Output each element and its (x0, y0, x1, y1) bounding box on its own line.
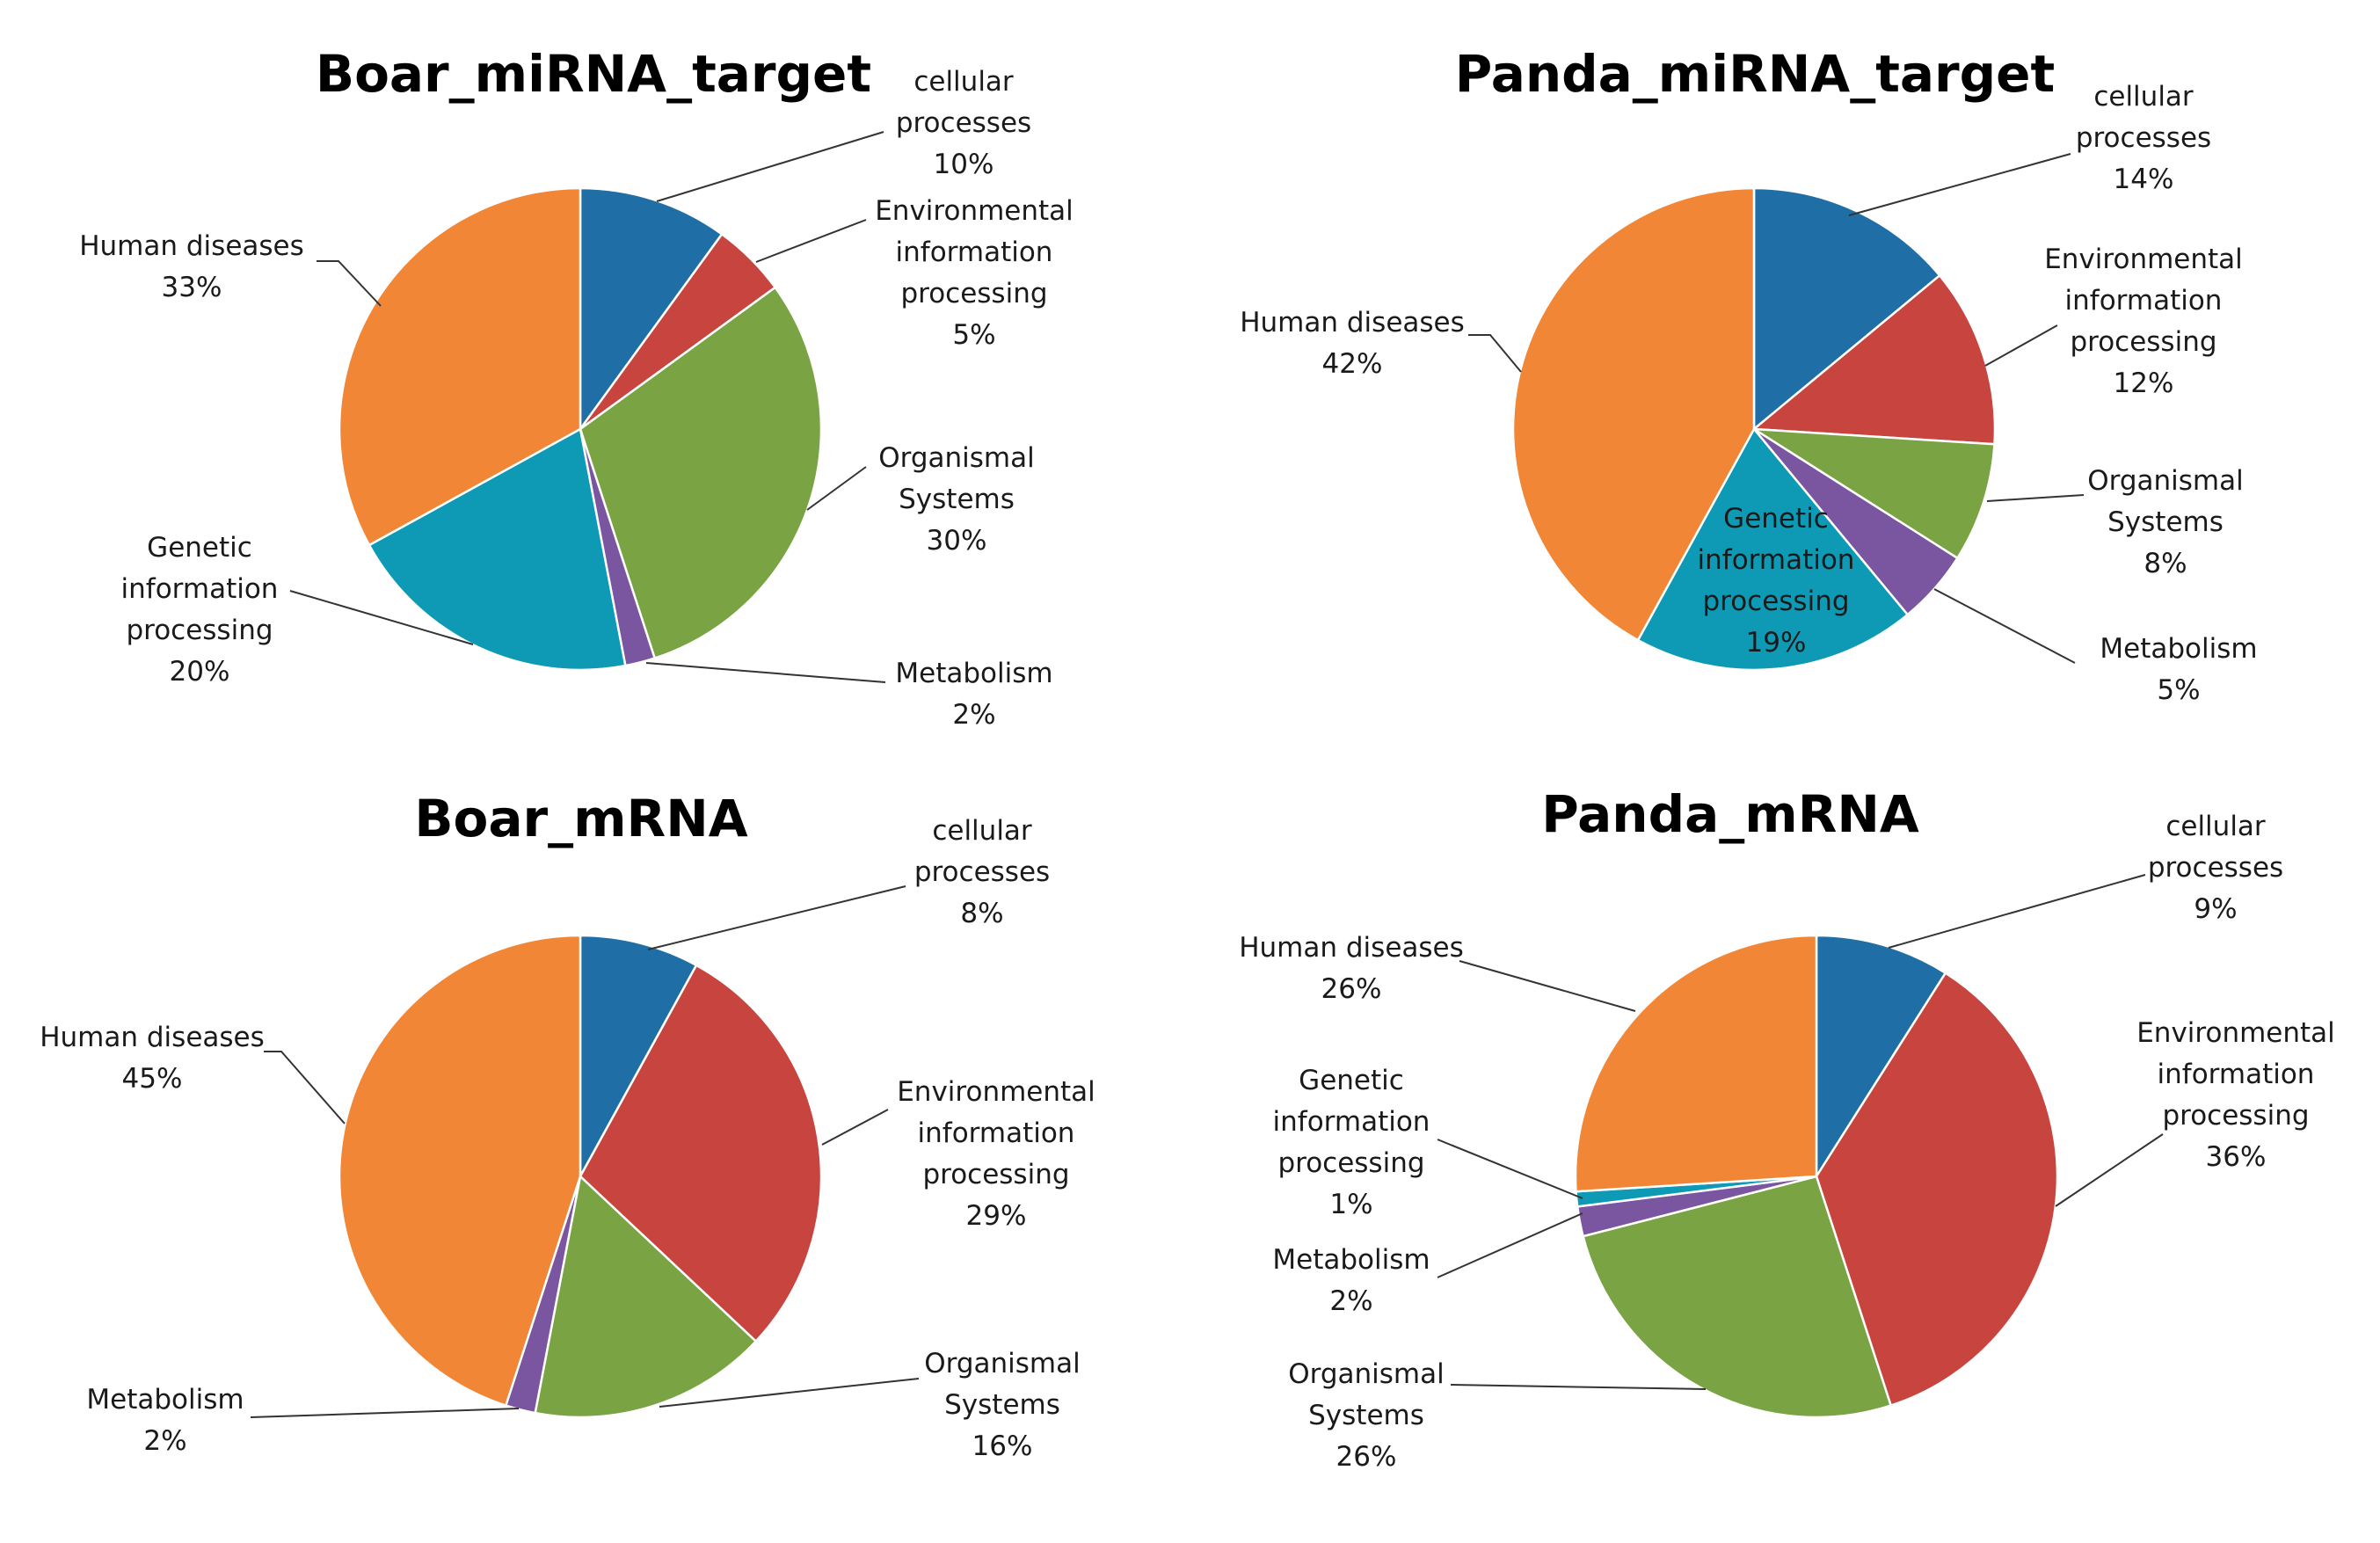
pie-slice-boar-mirna-target-genetic-information-processing (368, 427, 627, 672)
data-label-value: 19% (1746, 627, 1807, 659)
data-label-environmental-information-processing: Environmental information processing 29% (897, 1076, 1095, 1232)
data-label-value: 14% (2114, 164, 2174, 195)
leader-line (755, 219, 867, 263)
leader-line (1848, 153, 2071, 216)
data-label-human-diseases: Human diseases 45% (40, 1022, 265, 1095)
data-label-value: 10% (934, 149, 994, 180)
chart-title-panda-mirna-target: Panda_miRNA_target (1455, 44, 2056, 104)
data-label-genetic-information-processing: Genetic information processing 1% (1273, 1065, 1430, 1220)
data-label-cellular-processes: cellular processes 9% (2148, 811, 2283, 925)
data-label-value: 9% (2194, 893, 2237, 925)
data-label-genetic-information-processing: Genetic information processing 19% (1698, 503, 1855, 659)
pie-slice-boar-mrna-organismal-systems (534, 1174, 758, 1419)
leader-line (645, 662, 886, 683)
chart-title-boar-mirna-target: Boar_miRNA_target (316, 44, 871, 104)
pie-slice-panda-mirna-target-organismal-systems (1753, 427, 1996, 560)
pie-slice-panda-mrna-cellular-processes (1815, 934, 1947, 1181)
leader-line (2055, 1133, 2164, 1207)
data-label-value: 8% (960, 898, 1003, 929)
leader-line (1986, 494, 2085, 502)
leader-line (1437, 1212, 1583, 1278)
pie-slice-panda-mrna-human-diseases (1574, 934, 1818, 1193)
data-label-value: 2% (143, 1425, 186, 1457)
data-label-value: 5% (2157, 674, 2200, 706)
data-label-environmental-information-processing: Environmental information processing 5% (875, 195, 1074, 351)
data-label-value: 16% (972, 1430, 1033, 1462)
pie-slice-panda-mirna-target-genetic-information-processing (1636, 426, 1910, 672)
data-label-organismal-systems: Organismal Systems 8% (2087, 465, 2244, 579)
data-label-value: 2% (1329, 1285, 1372, 1317)
data-label-cellular-processes: cellular processes 10% (896, 66, 1031, 180)
pie-slice-boar-mirna-target-cellular-processes (579, 186, 724, 433)
leader-line (317, 260, 382, 307)
leader-line (1437, 1139, 1583, 1199)
pie-slice-panda-mirna-target-human-diseases (1511, 186, 1756, 642)
data-label-human-diseases: Human diseases 33% (79, 230, 304, 303)
leader-line (264, 1051, 346, 1124)
pie-slice-boar-mirna-target-human-diseases (338, 186, 582, 547)
leader-line (1888, 874, 2146, 949)
data-label-human-diseases: Human diseases 42% (1240, 307, 1465, 380)
data-label-organismal-systems: Organismal Systems 30% (878, 442, 1035, 557)
pie-slice-panda-mirna-target-cellular-processes (1752, 186, 1941, 432)
data-label-organismal-systems: Organismal Systems 16% (924, 1348, 1081, 1462)
pie-slice-panda-mirna-target-environmental-information-processing (1750, 273, 1997, 446)
data-label-value: 26% (1321, 973, 1382, 1005)
leader-line (289, 590, 474, 645)
data-label-environmental-information-processing: Environmental information processing 36% (2136, 1017, 2335, 1173)
data-label-value: 5% (952, 319, 995, 351)
data-label-human-diseases: Human diseases 26% (1239, 932, 1464, 1005)
leader-line (1450, 1384, 1707, 1390)
chart-title-panda-mrna: Panda_mRNA (1541, 784, 1919, 844)
data-label-organismal-systems: Organismal Systems 26% (1288, 1358, 1445, 1473)
pie-slice-boar-mrna-human-diseases (338, 934, 582, 1408)
pie-slice-boar-mrna-cellular-processes (579, 934, 698, 1177)
pie-slice-panda-mrna-organismal-systems (1582, 1175, 1893, 1419)
data-label-cellular-processes: cellular processes 8% (914, 815, 1050, 929)
leader-line (656, 131, 884, 202)
leader-line (250, 1408, 520, 1418)
data-label-value: 45% (122, 1063, 183, 1095)
chart-title-boar-mrna: Boar_mRNA (414, 789, 747, 848)
leader-line (1984, 324, 2058, 367)
leader-line (821, 1109, 889, 1146)
data-label-metabolism: Metabolism 5% (2100, 633, 2257, 706)
data-label-value: 42% (1322, 348, 1383, 380)
data-label-value: 33% (162, 272, 222, 303)
pie-slice-boar-mrna-environmental-information-processing (579, 964, 823, 1343)
data-label-value: 26% (1336, 1441, 1397, 1473)
leader-line (647, 885, 906, 950)
data-label-metabolism: Metabolism 2% (895, 658, 1052, 731)
data-label-value: 29% (966, 1200, 1027, 1232)
pie-slice-boar-mirna-target-organismal-systems (579, 286, 823, 660)
data-label-genetic-information-processing: Genetic information processing 20% (121, 532, 279, 688)
pie-slice-panda-mrna-environmental-information-processing (1815, 971, 2059, 1408)
data-label-cellular-processes: cellular processes 14% (2076, 81, 2211, 195)
data-label-value: 36% (2206, 1141, 2267, 1173)
data-label-value: 20% (170, 656, 230, 688)
data-label-value: 8% (2143, 548, 2187, 579)
data-label-metabolism: Metabolism 2% (86, 1384, 244, 1457)
leader-line (1468, 334, 1522, 373)
data-label-environmental-information-processing: Environmental information processing 12% (2044, 244, 2243, 399)
leader-line (806, 466, 867, 511)
data-label-value: 2% (952, 699, 995, 731)
leader-line (1459, 960, 1636, 1012)
leader-line (659, 1378, 920, 1408)
data-label-metabolism: Metabolism 2% (1272, 1244, 1430, 1317)
data-label-value: 1% (1329, 1189, 1372, 1220)
data-label-value: 30% (927, 525, 987, 557)
leader-line (1933, 588, 2076, 664)
data-label-value: 12% (2114, 368, 2174, 399)
